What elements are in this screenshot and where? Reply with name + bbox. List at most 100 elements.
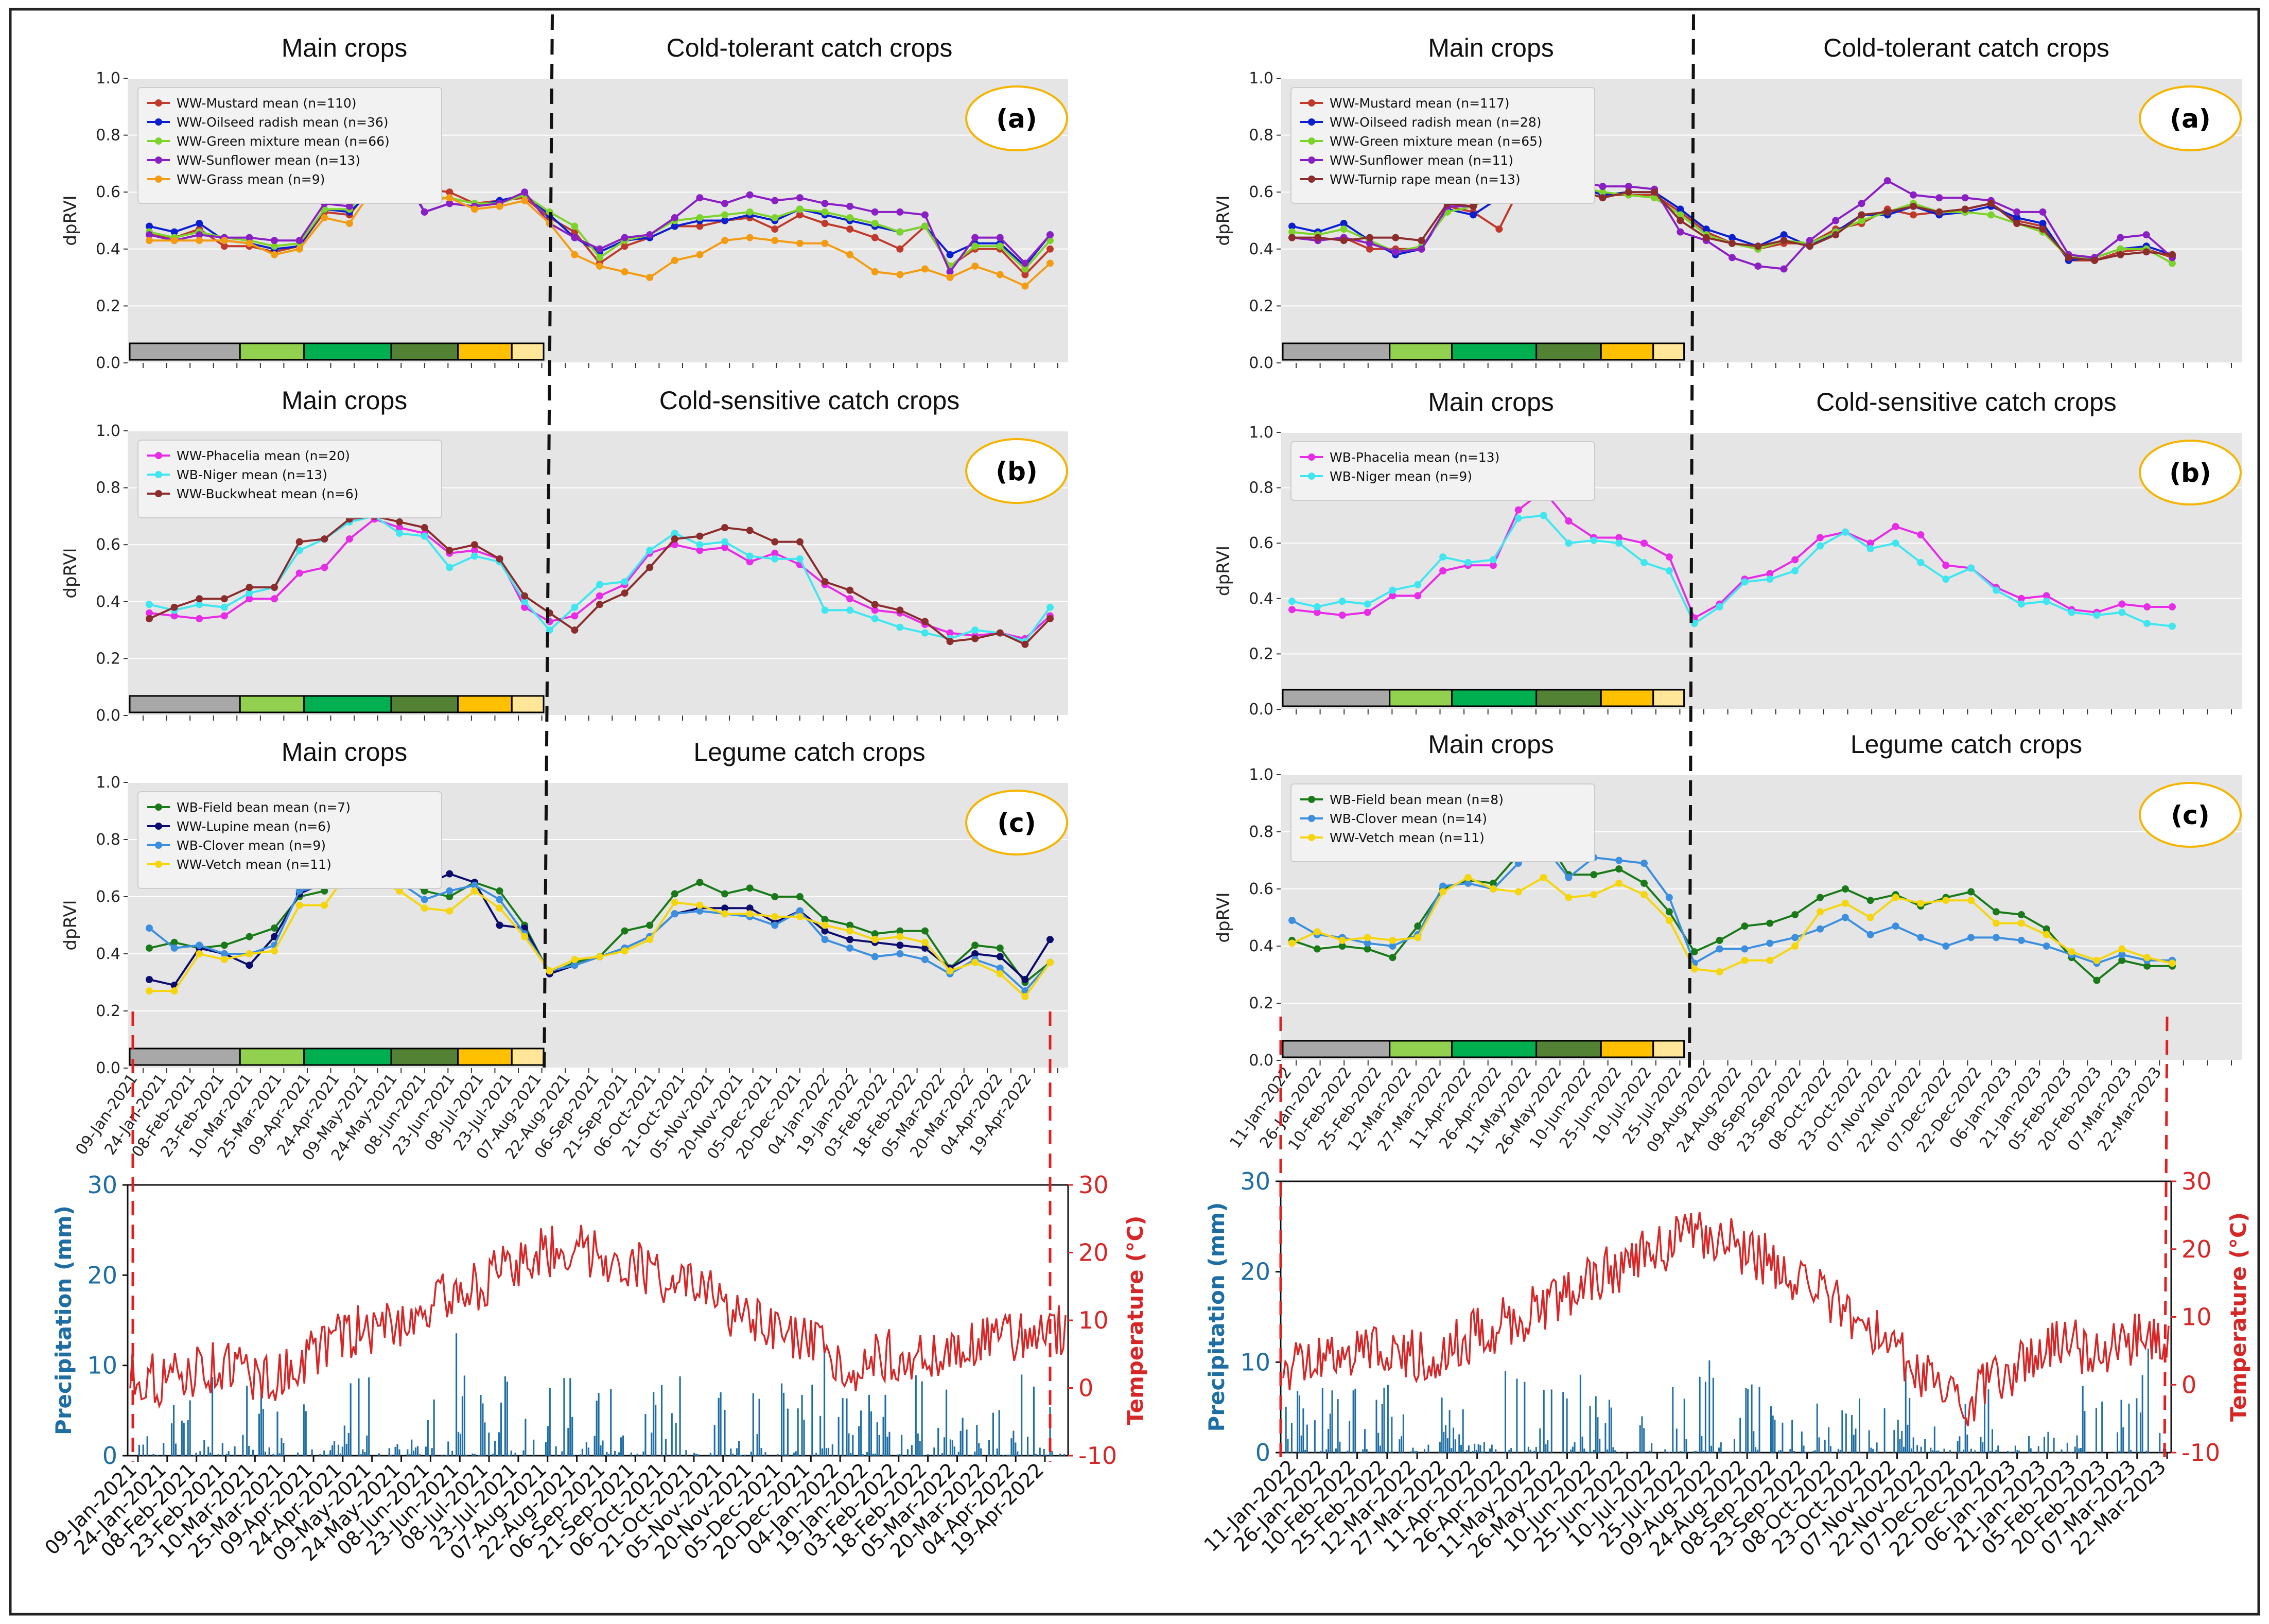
data-point xyxy=(746,191,754,199)
legend-marker xyxy=(1308,118,1315,126)
data-point xyxy=(1389,942,1397,950)
data-point xyxy=(671,535,678,543)
precip-bar xyxy=(852,1435,854,1456)
panel-badge xyxy=(2139,782,2242,848)
data-point xyxy=(421,887,428,895)
data-point xyxy=(421,524,428,532)
legend-marker xyxy=(1308,176,1315,183)
precip-bar xyxy=(933,1447,935,1456)
precip-bar xyxy=(730,1448,732,1456)
data-point xyxy=(1615,865,1623,873)
precip-bar xyxy=(594,1436,596,1456)
y-axis-label: dpRVI xyxy=(60,548,81,598)
precip-bar xyxy=(959,1430,962,1456)
precip-bar xyxy=(465,1455,467,1456)
precip-bar xyxy=(1997,1445,1999,1453)
data-point xyxy=(1892,894,1899,901)
data-point xyxy=(646,921,654,929)
data-point xyxy=(871,220,879,228)
precip-bar xyxy=(480,1394,482,1456)
precip-bar xyxy=(1747,1389,1749,1453)
legend-entry: WW-Mustard mean (n=110) xyxy=(177,96,357,111)
legend-marker xyxy=(155,842,162,849)
data-point xyxy=(271,242,278,250)
precip-bar xyxy=(860,1410,862,1456)
precip-bar xyxy=(720,1392,722,1456)
precip-bar xyxy=(2130,1450,2132,1453)
data-point xyxy=(921,629,929,637)
precip-bar xyxy=(596,1401,598,1456)
y-tick-label: 0.4 xyxy=(1249,590,1273,608)
data-point xyxy=(571,222,579,230)
panel-right-c: 0.0 0.2 0.4 0.6 0.8 1.0 dpRVI Main crops Legume … xyxy=(1213,730,2242,1070)
data-point xyxy=(1917,899,1925,907)
precip-bar xyxy=(587,1447,589,1456)
precip-bar xyxy=(171,1423,173,1456)
data-point xyxy=(1961,205,1969,213)
precip-bar xyxy=(2061,1449,2063,1453)
y-tick-label: 0.4 xyxy=(96,945,120,963)
precip-bar xyxy=(1443,1431,1445,1453)
data-point xyxy=(821,936,829,944)
precip-bar xyxy=(334,1441,336,1456)
precip-bar xyxy=(764,1452,766,1456)
precip-bar xyxy=(1907,1424,1909,1453)
data-point xyxy=(446,188,453,196)
precip-bar xyxy=(1982,1442,1984,1453)
precip-bar xyxy=(1401,1436,1403,1453)
precip-bar xyxy=(2043,1437,2045,1453)
y-tick-label: 0.4 xyxy=(1249,937,1273,955)
data-point xyxy=(996,234,1004,241)
data-point xyxy=(896,208,904,216)
data-point xyxy=(146,615,153,622)
data-point xyxy=(1841,528,1849,536)
temp-tick-label: -10 xyxy=(1078,1442,1117,1470)
precip-bar xyxy=(697,1454,700,1456)
precip-bar xyxy=(1033,1386,1035,1456)
data-point xyxy=(2169,259,2176,267)
precip-bar xyxy=(1453,1427,1455,1453)
precip-bar xyxy=(350,1383,352,1456)
phase-segment xyxy=(1282,1040,1391,1058)
precip-bar xyxy=(1597,1417,1599,1453)
temp-axis-label: Temperature (°C) xyxy=(2226,1212,2251,1422)
data-point xyxy=(1565,539,1573,547)
precip-bar xyxy=(1570,1450,1572,1453)
data-point xyxy=(696,251,704,258)
precip-bar xyxy=(1339,1441,1341,1453)
data-point xyxy=(1439,553,1447,561)
data-point xyxy=(1766,919,1774,927)
precip-bar xyxy=(181,1420,183,1456)
precip-bar xyxy=(901,1435,903,1456)
precip-bar xyxy=(1859,1398,1860,1453)
legend-marker xyxy=(155,823,162,830)
phase-segment xyxy=(1282,342,1391,361)
precip-bar xyxy=(1483,1442,1485,1453)
data-point xyxy=(1418,237,1425,245)
precip-bar xyxy=(447,1441,449,1456)
precip-bar xyxy=(1675,1428,1678,1453)
precip-bar xyxy=(1320,1451,1322,1453)
precip-bar xyxy=(803,1420,805,1456)
precip-bar xyxy=(156,1455,159,1456)
weather-panel-right-weather: 0 10 20 30 -10 0 10 20 30 Precipitation (mm) Tempe… xyxy=(1199,1167,2251,1562)
precip-bar xyxy=(225,1453,228,1456)
precip-bar xyxy=(1051,1451,1053,1456)
precip-bar xyxy=(1591,1452,1593,1453)
panel-right-b: 0.0 0.2 0.4 0.6 0.8 1.0 dpRVI Main crops Cold-se… xyxy=(1213,388,2242,719)
precip-bar xyxy=(1325,1449,1328,1453)
precip-bar xyxy=(1454,1439,1456,1453)
precip-bar xyxy=(736,1448,738,1456)
precip-bar xyxy=(738,1441,740,1456)
data-point xyxy=(896,933,904,940)
precip-bar xyxy=(1410,1451,1412,1453)
data-point xyxy=(1514,514,1522,522)
y-tick-label: 0.0 xyxy=(96,1059,120,1077)
data-point xyxy=(246,239,253,247)
panel-left-a: 0.0 0.2 0.4 0.6 0.8 1.0 dpRVI Main crops Cold-to… xyxy=(60,33,1068,372)
legend-marker xyxy=(1308,473,1315,480)
data-point xyxy=(2017,936,2025,944)
data-point xyxy=(996,629,1004,637)
season-divider-right xyxy=(1688,14,1695,1076)
data-point xyxy=(1832,217,1840,224)
